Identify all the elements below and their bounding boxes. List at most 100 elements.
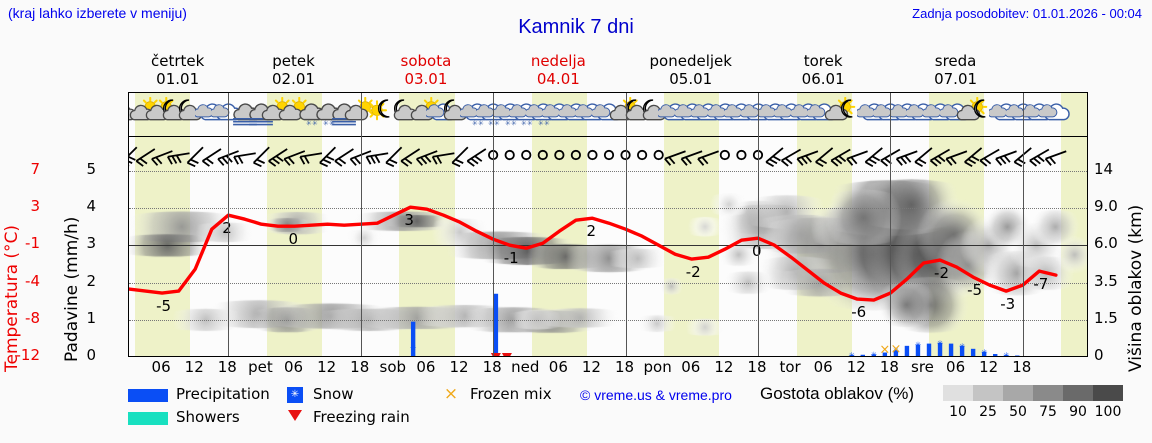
frozen-mix-icon: ×: [443, 384, 459, 404]
day-separator: [890, 93, 892, 356]
time-label: 18: [217, 358, 237, 376]
temperature-annotation: -7: [1033, 275, 1049, 294]
day-name: petek: [272, 52, 315, 70]
precipitation-tick: 0: [86, 346, 96, 364]
day-name: nedelja: [530, 52, 586, 70]
gridline: [129, 282, 1087, 284]
time-label: 12: [317, 358, 337, 376]
legend: Precipitation Showers ✳ Snow Freezing ra…: [0, 382, 1152, 440]
time-label: 12: [979, 358, 999, 376]
cloud-density-tick: 50: [1009, 404, 1027, 420]
time-label: 12: [449, 358, 469, 376]
temperature-annotation: -1: [503, 249, 519, 268]
day-header-5: ponedeljek 05.01: [625, 52, 757, 90]
day-separator: [625, 93, 627, 356]
cloud-density-swatch: [1003, 385, 1033, 401]
time-label: 12: [714, 358, 734, 376]
cloud-density-colorbar: [943, 385, 1123, 401]
day-date: 02.01: [272, 70, 315, 88]
gridline: [129, 319, 1087, 321]
svg-text:✳: ✳: [959, 342, 966, 351]
day-separator: [1022, 93, 1024, 356]
day-date: 01.01: [156, 70, 200, 88]
legend-freezing-rain-label: Freezing rain: [313, 408, 410, 426]
cloud-density-tick: 90: [1069, 404, 1087, 420]
cloud-density-tick: 10: [949, 404, 967, 420]
svg-text:✳: ✳: [893, 346, 900, 355]
cloud-density-title: Gostota oblakov (%): [760, 384, 915, 403]
cloud-density-tick: 25: [979, 404, 997, 420]
day-separator: [757, 93, 759, 356]
cloud-density-swatch: [1033, 385, 1063, 401]
temperature-annotation: 3: [404, 211, 414, 230]
day-header-4: nedelja 04.01: [492, 52, 624, 90]
temperature-tick: 7: [30, 160, 40, 178]
time-label: 06: [151, 358, 171, 376]
day-name: torek: [803, 52, 843, 70]
day-date: 03.01: [404, 70, 448, 88]
svg-text:✳: ✳: [323, 120, 329, 127]
day-name: ponedeljek: [649, 52, 732, 70]
svg-text:✳: ✳: [521, 120, 527, 127]
freezing-rain-icon: [288, 410, 302, 421]
cloud-density-swatch: [943, 385, 973, 401]
precipitation-tick: 1: [86, 308, 96, 327]
time-label: 06: [416, 358, 436, 376]
weather-icon: [377, 97, 411, 131]
time-label: 18: [747, 358, 767, 376]
time-label: tor: [779, 358, 801, 376]
legend-showers-label: Showers: [176, 408, 240, 426]
time-label: 12: [846, 358, 866, 376]
temperature-annotation: -5: [156, 297, 172, 316]
cloud-density-colorbar-ticks: 10 25 50 75 90 100: [943, 404, 1123, 420]
cloud-density-swatch: [1063, 385, 1093, 401]
day-name: četrtek: [150, 52, 205, 70]
svg-text:✳: ✳: [915, 341, 922, 350]
temperature-annotation: -5: [967, 281, 983, 300]
temperature-annotation: -3: [1000, 295, 1016, 314]
precipitation-tick: 3: [86, 234, 96, 253]
day-header-7: sreda 07.01: [889, 52, 1021, 90]
svg-text:✳: ✳: [494, 120, 500, 127]
precipitation-tick: 2: [86, 271, 96, 290]
time-label: pet: [248, 358, 273, 376]
temperature-tick: -1: [25, 234, 40, 253]
svg-text:×: ×: [890, 342, 901, 357]
day-header-2: petek 02.01: [227, 52, 359, 90]
weather-icon: [1037, 97, 1073, 131]
day-header-6: torek 06.01: [757, 52, 889, 90]
gridline: [129, 208, 1087, 210]
day-header-strip: četrtek 01.01 petek 02.01 sobota 03.01 nedelja…: [128, 52, 1088, 90]
temperature-annotation: -2: [934, 264, 949, 283]
time-label: 18: [879, 358, 899, 376]
legend-frozen-mix-label: Frozen mix: [470, 385, 552, 403]
copyright-link[interactable]: © vreme.us & vreme.pro: [580, 387, 732, 403]
svg-text:✳: ✳: [488, 120, 494, 127]
time-label: 06: [813, 358, 833, 376]
temperature-tick: 3: [30, 197, 40, 216]
day-date: 07.01: [934, 70, 978, 88]
legend-precipitation-label: Precipitation: [176, 385, 270, 403]
svg-text:✳: ✳: [527, 120, 533, 127]
weather-icon-row: ✳ ✳ ✳ ✳ ✳ ✳ ✳ ✳ ✳ ✳ ✳ ✳ ✳ ✳: [129, 93, 1087, 137]
time-label: 12: [581, 358, 601, 376]
precipitation-tick: 5: [86, 160, 96, 178]
gridline: [129, 171, 1087, 172]
weather-icon: [973, 97, 1007, 131]
day-header-1: četrtek 01.01: [128, 52, 227, 90]
temperature-annotation: -2: [685, 263, 701, 282]
svg-text:✳: ✳: [306, 120, 312, 127]
svg-text:✳: ✳: [538, 120, 544, 127]
day-date: 06.01: [801, 70, 845, 88]
svg-text:✳: ✳: [870, 350, 877, 357]
temperature-tick: -4: [25, 271, 40, 290]
day-separator: [228, 93, 230, 356]
svg-text:✳: ✳: [477, 120, 483, 127]
day-date: 05.01: [669, 70, 713, 88]
time-label: 12: [184, 358, 204, 376]
time-label: pon: [643, 358, 672, 376]
svg-text:✳: ✳: [410, 344, 417, 353]
location-menu-note: (kraj lahko izberete v meniju): [8, 5, 187, 21]
svg-text:✳: ✳: [471, 120, 477, 127]
